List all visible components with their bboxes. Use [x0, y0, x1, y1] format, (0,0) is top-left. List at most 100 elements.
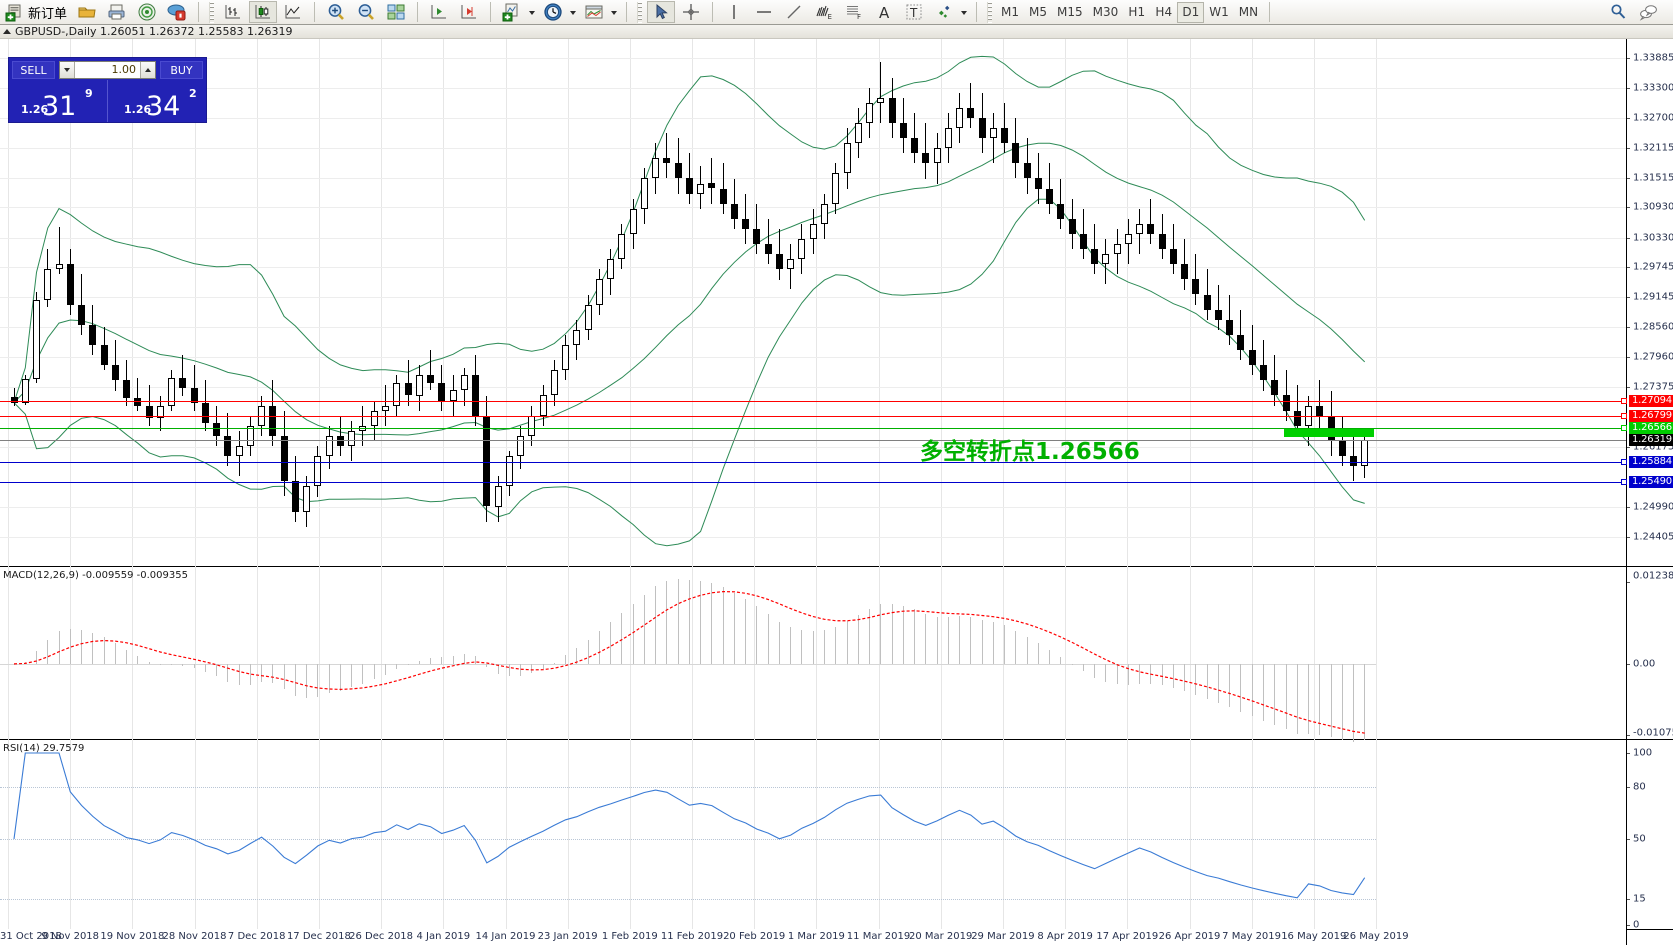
horizontal-line-button[interactable]: [750, 1, 778, 23]
price-tag-1.27094[interactable]: 1.27094: [1629, 394, 1673, 407]
price-gridline: [0, 326, 1626, 328]
volume-input[interactable]: 1.00: [59, 61, 156, 79]
price-axis-tick: [1627, 207, 1630, 209]
price-gridline: [0, 297, 1626, 299]
timeframe-d1-button[interactable]: D1: [1177, 1, 1205, 23]
chart-window-header[interactable]: GBPUSD-,Daily 1.26051 1.26372 1.25583 1.…: [0, 25, 1673, 39]
sell-price-display[interactable]: 1.26 31 9: [9, 80, 108, 122]
bar-chart-button[interactable]: [219, 1, 247, 23]
timeframe-m1-button[interactable]: M1: [1001, 5, 1020, 19]
timeframe-h4-button[interactable]: H4: [1155, 5, 1173, 19]
level-line-1.26566[interactable]: [0, 427, 1626, 429]
date-axis-label: 8 Apr 2019: [1037, 931, 1093, 942]
scroll-end-button[interactable]: [425, 1, 453, 23]
text-label-button[interactable]: T: [900, 1, 928, 23]
autotrade-button[interactable]: [163, 1, 191, 23]
level-line-1.26319[interactable]: [0, 440, 1626, 441]
timeframe-h1-button[interactable]: H1: [1128, 5, 1146, 19]
level-line-1.26799[interactable]: [0, 415, 1626, 417]
chart-annotation-text[interactable]: 多空转折点1.26566: [920, 438, 1140, 465]
macd-histogram-bar: [1308, 663, 1309, 735]
broadcast-button[interactable]: [133, 1, 161, 23]
objects-button[interactable]: [930, 1, 958, 23]
timeframe-m30-button[interactable]: M30: [1092, 5, 1119, 19]
date-axis-label: 26 May 2019: [1343, 931, 1409, 942]
text-icon: A: [879, 4, 890, 22]
sell-button[interactable]: SELL: [12, 61, 55, 79]
indicators-button[interactable]: [498, 1, 526, 23]
search-button[interactable]: [1604, 1, 1632, 23]
price-tag-1.25490[interactable]: 1.25490: [1629, 475, 1673, 488]
volume-value[interactable]: 1.00: [111, 63, 137, 76]
templates-button[interactable]: [580, 1, 608, 23]
new-order-button[interactable]: 新订单: [1, 1, 71, 23]
volume-decrease-button[interactable]: [60, 62, 75, 78]
zoom-in-button[interactable]: [322, 1, 350, 23]
price-axis[interactable]: 1.33885 1.33300 1.32700 1.32115 1.31515 1.309…: [1621, 39, 1673, 945]
price-tag-handle[interactable]: [1621, 412, 1627, 419]
price-tag-handle[interactable]: [1621, 478, 1627, 485]
macd-histogram-bar: [700, 580, 702, 664]
buy-button[interactable]: BUY: [160, 61, 203, 79]
date-axis[interactable]: 31 Oct 2018 9 Nov 2018 19 Nov 2018 28 Nov 2…: [0, 929, 1626, 945]
one-click-trading-panel[interactable]: SELL 1.00 BUY 1.26 31 9: [8, 57, 207, 123]
timeframe-w1-button[interactable]: W1: [1209, 5, 1229, 19]
folder-button[interactable]: [73, 1, 101, 23]
level-line-1.27094[interactable]: [0, 400, 1626, 402]
level-line-1.25884[interactable]: [0, 462, 1626, 463]
chart-plot-area[interactable]: 1.33885 1.33300 1.32700 1.32115 1.31515 1.309…: [0, 39, 1673, 945]
elliott-wave-button[interactable]: E: [810, 1, 838, 23]
vertical-line-button[interactable]: [720, 1, 748, 23]
line-chart-button[interactable]: [279, 1, 307, 23]
toolbar-grip-2[interactable]: [637, 1, 643, 23]
candle-body: [269, 405, 277, 436]
trendline-button[interactable]: [780, 1, 808, 23]
fibonacci-button[interactable]: F: [840, 1, 868, 23]
toolbar-grip-3[interactable]: [987, 1, 993, 23]
crosshair-icon: [683, 4, 700, 20]
text-button[interactable]: A: [870, 1, 898, 23]
tile-windows-button[interactable]: [382, 1, 410, 23]
price-axis-label: 1.30930: [1633, 201, 1673, 213]
candle: [460, 367, 468, 406]
candlestick-chart-button[interactable]: [249, 1, 278, 23]
macd-histogram-bar: [1195, 663, 1197, 695]
candle: [325, 425, 333, 469]
level-line-1.25490[interactable]: [0, 481, 1626, 483]
toolbar-grip[interactable]: [209, 1, 215, 23]
candle: [854, 107, 862, 159]
candle: [1091, 223, 1099, 275]
periods-dropdown-caret[interactable]: [570, 11, 577, 15]
candle: [78, 274, 85, 335]
price-tag-handle[interactable]: [1621, 459, 1627, 465]
price-tag-1.26319[interactable]: 1.26319: [1629, 434, 1673, 446]
buy-price-display[interactable]: 1.26 34 2: [108, 80, 206, 122]
price-tag-handle[interactable]: [1621, 397, 1627, 404]
restore-triangle-icon[interactable]: [3, 29, 11, 34]
highlight-box[interactable]: [1284, 428, 1374, 437]
price-tag-1.26799[interactable]: 1.26799: [1629, 409, 1673, 422]
candle: [539, 385, 547, 426]
print-button[interactable]: [103, 1, 131, 23]
timeframe-mn-button[interactable]: MN: [1238, 5, 1259, 19]
chat-button[interactable]: [1634, 1, 1662, 23]
macd-axis-tick: [1627, 663, 1630, 665]
price-gridline: [0, 447, 1626, 449]
date-axis-label: 31 Oct 2018: [0, 931, 62, 942]
templates-dropdown-caret[interactable]: [611, 11, 618, 15]
zoom-out-button[interactable]: [352, 1, 380, 23]
crosshair-button[interactable]: [677, 1, 705, 23]
shift-end-button[interactable]: [455, 1, 483, 23]
volume-increase-button[interactable]: [140, 62, 155, 78]
objects-dropdown-caret[interactable]: [961, 11, 968, 15]
macd-histogram-bar: [1094, 663, 1096, 678]
chart-canvas[interactable]: [0, 39, 1626, 945]
timeframe-m5-button[interactable]: M5: [1029, 5, 1048, 19]
cursor-button[interactable]: [647, 1, 676, 23]
timeframe-m15-button[interactable]: M15: [1057, 5, 1083, 19]
price-tag-handle[interactable]: [1621, 424, 1627, 431]
price-tag-1.26566[interactable]: 1.26566: [1629, 421, 1673, 434]
periods-button[interactable]: [539, 1, 567, 23]
indicators-dropdown-caret[interactable]: [529, 11, 536, 15]
price-tag-1.25884[interactable]: 1.25884: [1629, 456, 1673, 468]
